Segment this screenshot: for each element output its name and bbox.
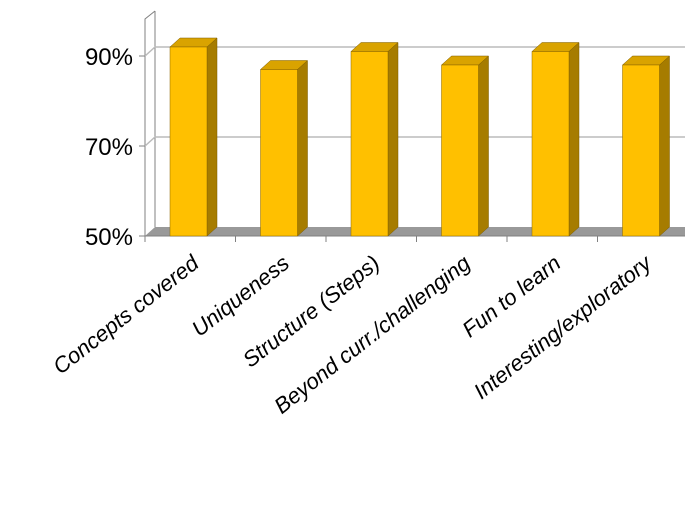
bar [440, 55, 490, 237]
bar-side [568, 41, 580, 237]
bar [169, 37, 218, 237]
y-tick-label: 90% [85, 44, 133, 71]
y-tick-label: 70% [85, 134, 133, 161]
y-tick-label: 50% [85, 224, 133, 251]
bar-front [169, 46, 208, 237]
chart-floor [145, 227, 685, 236]
bar-front [622, 64, 660, 237]
bar-side [659, 55, 670, 237]
bar-side [297, 59, 308, 237]
bar-front [441, 64, 479, 237]
bar [350, 41, 399, 237]
bar-side [206, 37, 218, 237]
gridline [144, 136, 685, 147]
x-category-label: Concepts covered [48, 250, 204, 379]
bar-front [531, 51, 570, 237]
y-axis-line [144, 10, 156, 236]
bar-front [350, 51, 389, 237]
bar [259, 59, 309, 237]
bar [621, 55, 671, 237]
bar-front [260, 69, 298, 237]
gridline [144, 46, 685, 57]
bar [531, 41, 580, 237]
bar-side [387, 41, 399, 237]
x-category-label: Interesting/exploratory [469, 249, 657, 404]
bar-side [478, 55, 489, 237]
